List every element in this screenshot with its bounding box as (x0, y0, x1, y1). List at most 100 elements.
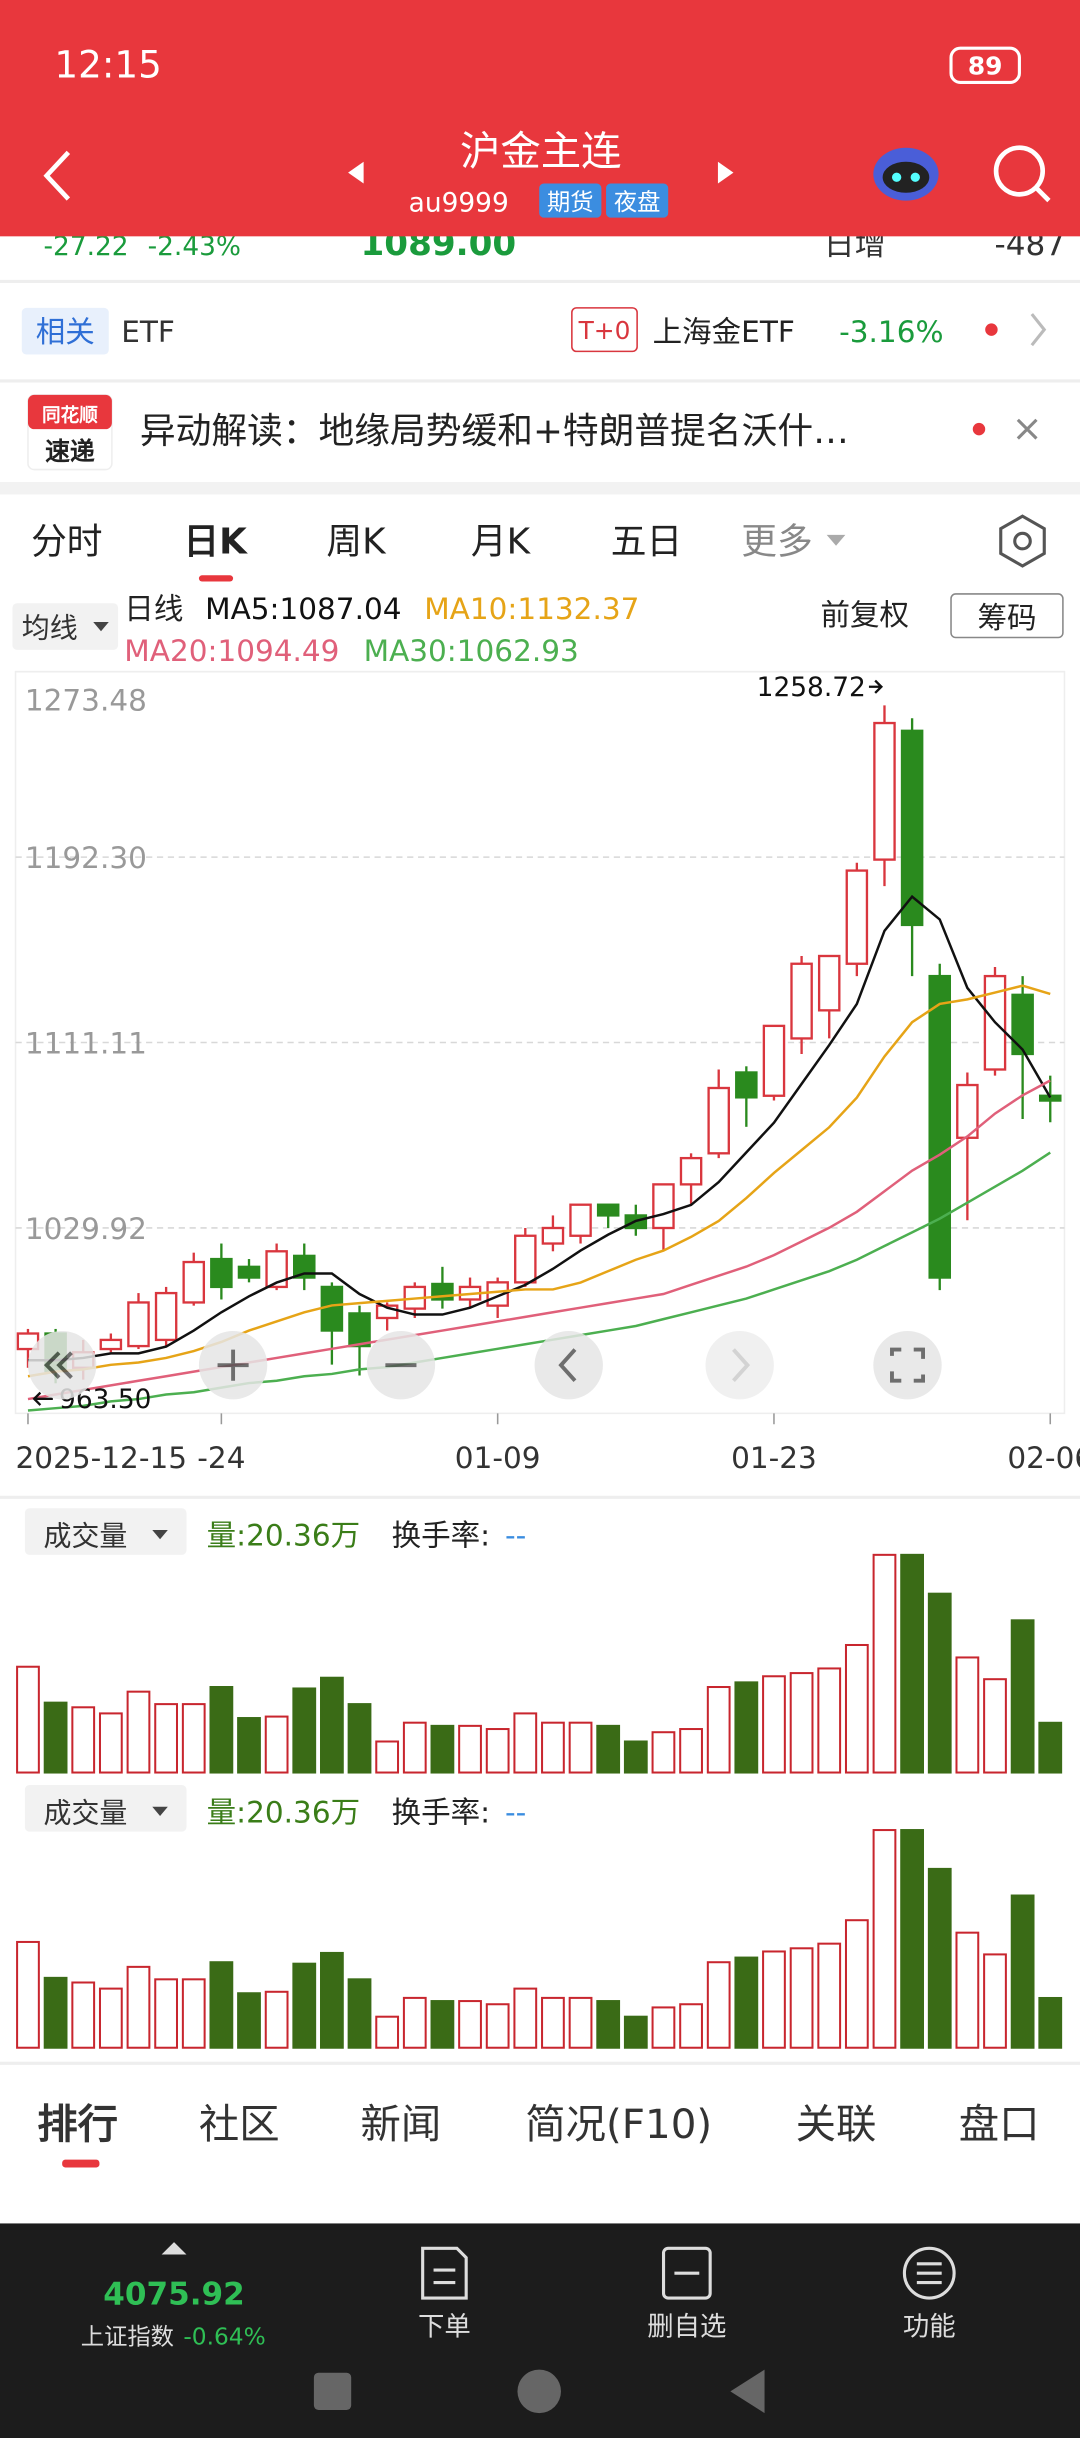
volume-bar (983, 1953, 1007, 2049)
caret (93, 621, 109, 632)
x-tick-label: -24 (197, 1441, 245, 1475)
chips-button[interactable] (950, 593, 1064, 639)
volume-bar (983, 1678, 1007, 1774)
zoom-left[interactable] (27, 1330, 97, 1400)
volume-bar (264, 1715, 289, 1774)
turnover-value: -- (505, 1519, 526, 1553)
period-tab[interactable]: 更多 (741, 522, 812, 563)
ma-legend: MA30:1062.93 (364, 634, 579, 668)
volume-bar (789, 1947, 814, 2049)
period-tab[interactable]: 周K (326, 522, 387, 563)
volume-bar (154, 1703, 179, 1774)
etf-name[interactable]: 上海金ETF (653, 315, 795, 349)
contract-code: au9999 (409, 187, 509, 218)
dot (972, 422, 986, 436)
volume-bar (209, 1686, 234, 1774)
volume-bar (651, 2006, 676, 2049)
candle-body (486, 1281, 509, 1307)
y-tick-label: 1192.30 (25, 841, 147, 875)
volume-bar (1038, 1996, 1063, 2049)
volume-bar (458, 2000, 482, 2049)
volume-selector[interactable] (24, 1784, 187, 1832)
period-tab[interactable]: 月K (471, 522, 532, 563)
volume-selector[interactable] (24, 1508, 187, 1555)
volume-value: 量:20.36万 (207, 1519, 360, 1553)
volume-bar (264, 1990, 289, 2049)
nav-recent[interactable] (313, 2372, 352, 2411)
volume-bar (789, 1672, 814, 1774)
header-tag: 期货 (547, 189, 594, 216)
volume-bar (402, 1721, 427, 1774)
etf-text[interactable]: ETF (121, 315, 175, 349)
close-news[interactable] (1016, 418, 1038, 440)
etf-tag: T+0 (578, 316, 631, 345)
bottom-tab[interactable]: 社区 (199, 2100, 280, 2148)
arrow[interactable] (1030, 313, 1047, 347)
nav-home[interactable] (517, 2369, 561, 2414)
battery (949, 46, 1021, 84)
volume-bar (71, 1706, 96, 1774)
bottom-tab[interactable]: 新闻 (361, 2100, 442, 2148)
volume-bar (347, 1978, 372, 2049)
volume-bar (16, 1665, 40, 1774)
x-tick-label: 2025-12-15 (16, 1441, 187, 1475)
high-arrow (868, 679, 884, 694)
next-contract[interactable] (717, 161, 734, 184)
candle-body (182, 1260, 206, 1304)
news-text[interactable]: 异动解读：地缘局势缓和+特朗普提名沃什… (140, 411, 849, 452)
toolbar-button[interactable]: 功能 (903, 2311, 956, 2342)
toolbar-button[interactable]: 删自选 (647, 2311, 726, 2342)
candle-body (762, 1024, 786, 1097)
prev-contract[interactable] (348, 161, 364, 184)
ma-line (27, 1079, 1051, 1401)
period-tab[interactable]: 五日 (611, 522, 682, 563)
expand-arrow[interactable] (161, 2242, 187, 2255)
period-tab[interactable]: 分时 (31, 522, 102, 563)
candle-body (707, 1086, 730, 1155)
search-icon[interactable] (993, 145, 1051, 203)
period-tab[interactable]: 日K (183, 522, 248, 563)
volume-bar (706, 1961, 731, 2049)
volume-bar (375, 2015, 400, 2049)
candle-body (237, 1265, 261, 1279)
ma-line (27, 984, 1051, 1378)
back-button[interactable] (43, 150, 71, 201)
volume-bar (927, 1592, 952, 1774)
bottom-tab[interactable]: 盘口 (959, 2100, 1040, 2148)
toolbar-button[interactable]: 下单 (418, 2311, 471, 2342)
volume-bar (541, 1996, 565, 2049)
bottom-tab[interactable]: 简况(F10) (525, 2100, 712, 2148)
volume-bar (292, 1962, 317, 2049)
status-time: 12:15 (54, 43, 161, 87)
kline-chart: 1273.48 1192.30 1111.11 1029.92 2025-12-15 -2… (16, 670, 1080, 1475)
x-tick-label: 01-09 (455, 1441, 541, 1475)
ma-line (27, 894, 1052, 1362)
volume-bar (568, 1721, 593, 1774)
robot-icon[interactable] (873, 147, 939, 201)
volume-selector: 成交量 (44, 1520, 128, 1553)
volume-bar (485, 2003, 510, 2049)
scroll-right[interactable] (705, 1330, 774, 1400)
ma-selector[interactable] (12, 603, 119, 650)
nav-back[interactable] (730, 2369, 765, 2414)
volume-bar (347, 1703, 372, 1774)
volume-bar (651, 1731, 676, 1774)
caret (152, 1529, 168, 1540)
bottom-tab[interactable]: 关联 (796, 2100, 877, 2148)
bottom-tab[interactable]: 排行 (37, 2100, 118, 2148)
caret (152, 1806, 168, 1817)
turnover-label: 换手率: (392, 1795, 490, 1829)
scroll-left[interactable] (534, 1330, 603, 1400)
volume-bar (43, 1701, 68, 1774)
volume-selector: 成交量 (44, 1796, 128, 1829)
candle-body (127, 1301, 150, 1348)
adjust-label[interactable]: 前复权 (820, 598, 909, 632)
index-value: 4075.92 (103, 2276, 245, 2312)
settings-icon[interactable] (999, 514, 1046, 568)
fullscreen[interactable] (873, 1330, 942, 1400)
etf-label: 相关 (36, 315, 95, 349)
volume-bar (209, 1961, 234, 2049)
ma-selector: 均线 (22, 611, 78, 644)
candle-body (541, 1226, 565, 1245)
